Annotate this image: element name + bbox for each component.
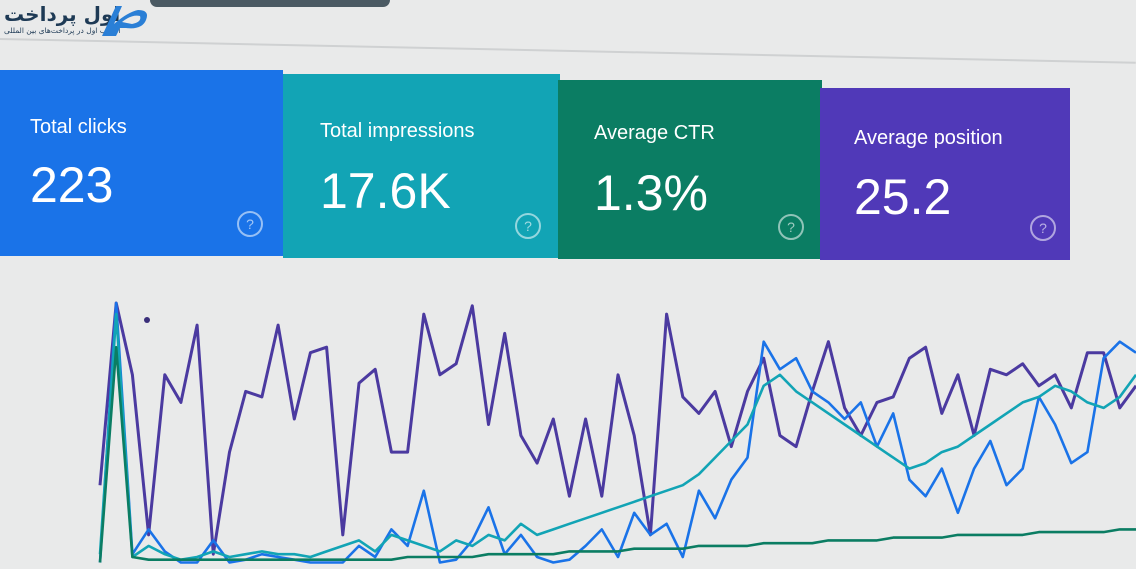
- marker-dot: [144, 317, 150, 323]
- card-value: 17.6K: [320, 163, 451, 219]
- card-label: Total impressions: [320, 120, 475, 142]
- series-line-4: [98, 345, 1136, 563]
- help-icon[interactable]: ?: [1030, 215, 1056, 241]
- card-total-impressions[interactable]: Total impressions 17.6K ?: [283, 74, 560, 258]
- help-icon[interactable]: ?: [237, 211, 263, 237]
- card-total-clicks[interactable]: Total clicks 223 ?: [0, 70, 283, 256]
- logo-subtitle: انتخاب اول در پرداخت‌های بین المللی: [4, 26, 121, 35]
- card-value: 1.3%: [594, 165, 708, 221]
- top-bar: [150, 0, 390, 7]
- card-value: 223: [30, 157, 114, 213]
- performance-line-chart: [98, 301, 1136, 564]
- header-divider: [0, 38, 1136, 64]
- card-average-ctr[interactable]: Average CTR 1.3% ?: [558, 80, 822, 259]
- series-layer: [98, 301, 1136, 564]
- logo-title: اول پرداخت: [4, 2, 121, 26]
- card-label: Total clicks: [30, 116, 127, 138]
- series-line-2: [98, 301, 1136, 564]
- help-icon[interactable]: ?: [778, 214, 804, 240]
- card-value: 25.2: [854, 169, 952, 225]
- card-average-position[interactable]: Average position 25.2 ?: [820, 88, 1070, 260]
- summary-cards: Total clicks 223 ? Total impressions 17.…: [0, 66, 1136, 266]
- logo-mark-icon: [102, 6, 147, 36]
- card-label: Average position: [854, 127, 1003, 149]
- brand-logo[interactable]: اول پرداخت انتخاب اول در پرداخت‌های بین …: [0, 0, 160, 44]
- card-label: Average CTR: [594, 122, 715, 144]
- series-line-1: [98, 301, 1136, 556]
- series-line-3: [98, 312, 1136, 562]
- help-icon[interactable]: ?: [515, 213, 541, 239]
